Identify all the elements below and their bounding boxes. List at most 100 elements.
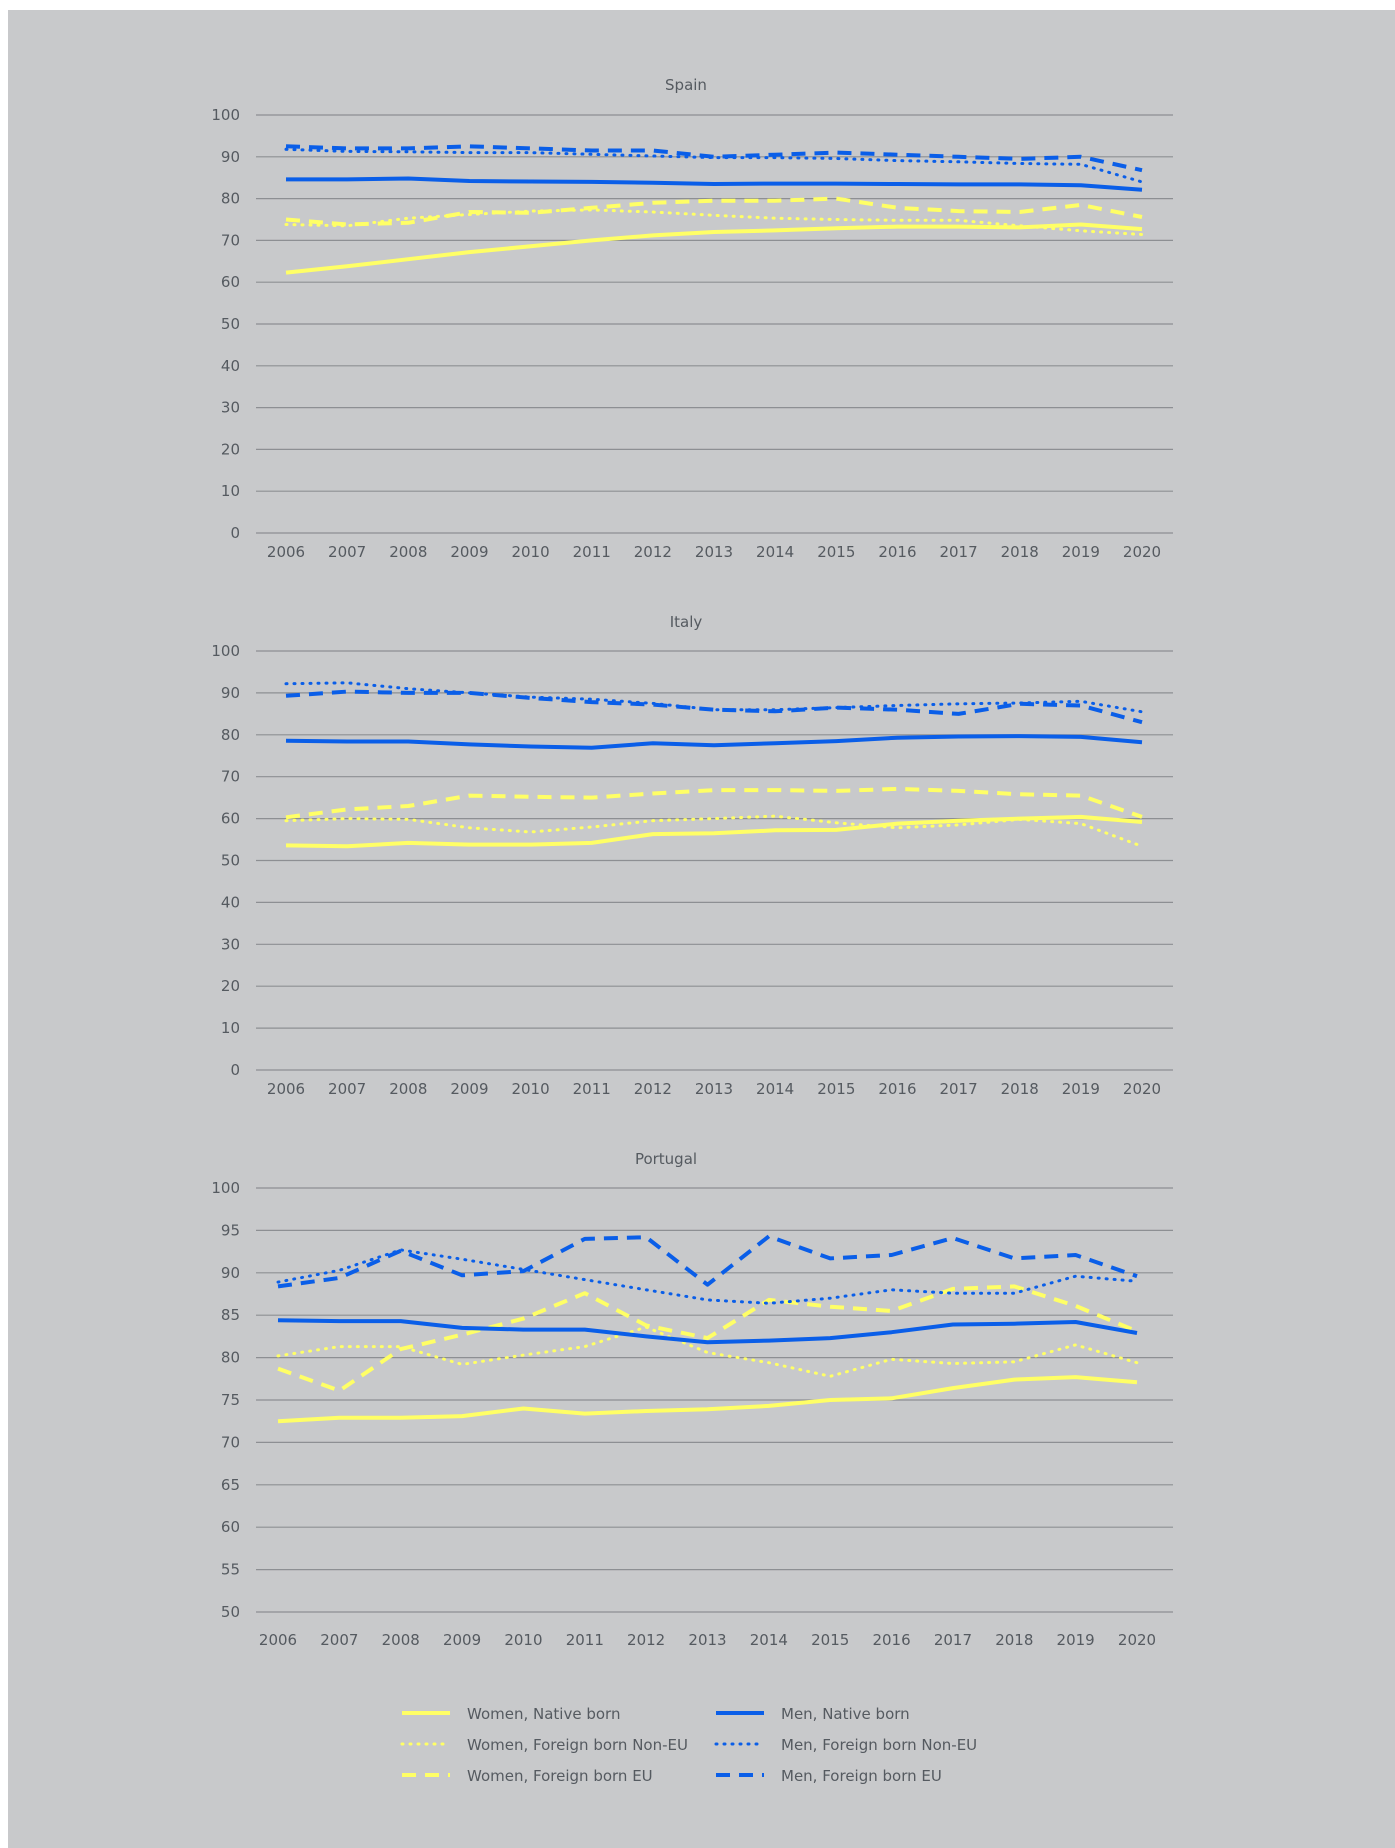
chart-italy: Italy 0 10 20 30 40 50 60 70 80 90 100 2006 2007 2008… (211, 613, 1173, 1098)
chart-spain: Spain 0 10 20 30 40 50 60 70 80 90 100 2006 2007 2008… (211, 76, 1173, 561)
y-tick-label: 60 (221, 273, 240, 291)
x-tick-label: 2006 (267, 543, 305, 561)
series-line-wn (285, 814, 1143, 849)
y-tick-label: 40 (221, 893, 240, 911)
chart-title: Spain (665, 76, 707, 94)
x-tick-label: 2018 (995, 1631, 1033, 1649)
y-tick-label: 55 (221, 1561, 240, 1579)
x-tick-label: 2020 (1123, 1080, 1161, 1098)
y-tick-label: 50 (221, 315, 240, 333)
y-tick-label: 70 (221, 1433, 240, 1451)
y-tick-label: 0 (230, 1061, 240, 1079)
y-tick-label: 100 (211, 642, 240, 660)
x-tick-label: 2018 (1001, 543, 1039, 561)
series-line-wf (284, 814, 1144, 848)
y-tick-label: 50 (221, 852, 240, 870)
series-line-wn (285, 222, 1143, 275)
y-tick-label: 40 (221, 357, 240, 375)
x-tick-label: 2008 (389, 543, 427, 561)
chart-panel (8, 10, 1395, 1848)
x-tick-label: 2015 (811, 1631, 849, 1649)
x-tick-label: 2017 (939, 543, 977, 561)
series-line-we (285, 786, 1143, 820)
x-tick-label: 2016 (878, 1080, 916, 1098)
x-tick-label: 2012 (634, 543, 672, 561)
x-tick-label: 2017 (934, 1631, 972, 1649)
series-line-mf (284, 147, 1144, 184)
y-tick-label: 20 (221, 977, 240, 995)
chart-title: Italy (670, 613, 703, 631)
x-tick-label: 2016 (872, 1631, 910, 1649)
legend-label: Women, Native born (467, 1705, 620, 1723)
series-line-wn (277, 1375, 1138, 1424)
x-tick-label: 2012 (634, 1080, 672, 1098)
chart-portugal: Portugal 50 55 60 65 70 75 80 85 90 95 100 2006 2007… (211, 1150, 1173, 1649)
legend-label: Men, Foreign born Non-EU (781, 1736, 977, 1754)
y-tick-label: 60 (221, 810, 240, 828)
y-tick-label: 60 (221, 1518, 240, 1536)
x-tick-label: 2011 (573, 543, 611, 561)
y-tick-label: 95 (221, 1221, 240, 1239)
x-tick-label: 2010 (511, 1080, 549, 1098)
series-line-mn (277, 1318, 1138, 1345)
y-tick-label: 100 (211, 106, 240, 124)
y-tick-label: 10 (221, 1019, 240, 1037)
y-tick-label: 80 (221, 726, 240, 744)
y-tick-label: 30 (221, 399, 240, 417)
y-tick-label: 50 (221, 1603, 240, 1621)
x-tick-label: 2013 (695, 1080, 733, 1098)
y-tick-label: 10 (221, 482, 240, 500)
x-tick-label: 2008 (382, 1631, 420, 1649)
x-tick-label: 2007 (328, 1080, 366, 1098)
x-tick-label: 2012 (627, 1631, 665, 1649)
series-line-we (277, 1284, 1138, 1393)
y-tick-label: 75 (221, 1391, 240, 1409)
y-tick-label: 90 (221, 1264, 240, 1282)
x-tick-label: 2008 (389, 1080, 427, 1098)
series-line-mn (285, 734, 1143, 750)
series-line-mn (286, 176, 1143, 192)
x-tick-label: 2009 (443, 1631, 481, 1649)
x-tick-label: 2016 (878, 543, 916, 561)
y-tick-label: 20 (221, 440, 240, 458)
x-tick-label: 2019 (1057, 1631, 1095, 1649)
x-tick-label: 2010 (511, 543, 549, 561)
series-line-me (285, 689, 1143, 725)
series-line-me (285, 144, 1143, 173)
x-tick-label: 2013 (688, 1631, 726, 1649)
x-tick-label: 2010 (504, 1631, 542, 1649)
x-tick-label: 2006 (267, 1080, 305, 1098)
y-tick-label: 100 (211, 1179, 240, 1197)
y-tick-label: 85 (221, 1306, 240, 1324)
x-tick-label: 2015 (817, 1080, 855, 1098)
x-tick-label: 2014 (750, 1631, 788, 1649)
series-line-mf (284, 681, 1144, 714)
x-tick-label: 2014 (756, 1080, 794, 1098)
x-tick-label: 2020 (1123, 543, 1161, 561)
x-tick-label: 2011 (573, 1080, 611, 1098)
x-tick-label: 2014 (756, 543, 794, 561)
legend-label: Men, Native born (781, 1705, 910, 1723)
x-tick-label: 2007 (328, 543, 366, 561)
series-line-me (277, 1234, 1138, 1289)
x-tick-label: 2018 (1001, 1080, 1039, 1098)
x-tick-label: 2013 (695, 543, 733, 561)
x-tick-label: 2019 (1062, 543, 1100, 561)
x-tick-label: 2007 (320, 1631, 358, 1649)
y-tick-label: 70 (221, 768, 240, 786)
x-tick-label: 2009 (450, 1080, 488, 1098)
x-tick-label: 2017 (939, 1080, 977, 1098)
y-tick-label: 0 (230, 524, 240, 542)
legend-label: Women, Foreign born EU (467, 1767, 653, 1785)
series-line-we (285, 196, 1143, 227)
y-tick-label: 80 (221, 190, 240, 208)
x-tick-label: 2011 (566, 1631, 604, 1649)
x-tick-label: 2009 (450, 543, 488, 561)
y-tick-label: 30 (221, 935, 240, 953)
x-tick-label: 2006 (259, 1631, 297, 1649)
legend-label: Men, Foreign born EU (781, 1767, 942, 1785)
y-tick-label: 65 (221, 1476, 240, 1494)
x-tick-label: 2019 (1062, 1080, 1100, 1098)
y-tick-label: 70 (221, 231, 240, 249)
